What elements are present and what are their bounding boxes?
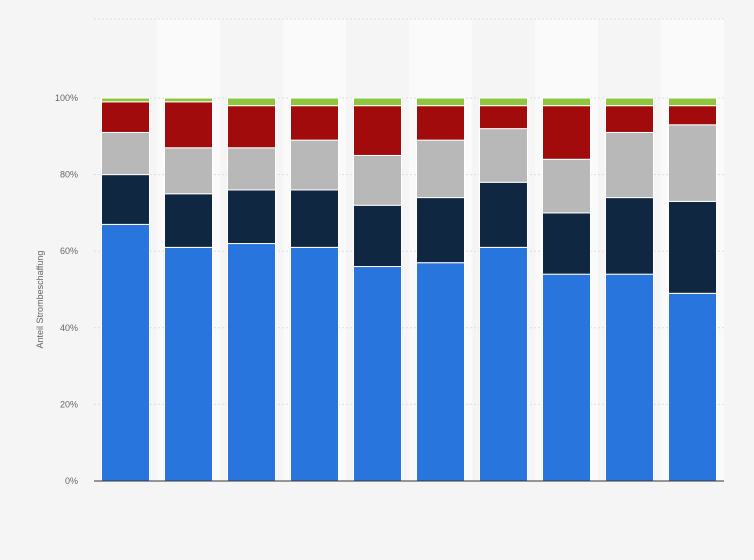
bar-segment-4 — [290, 105, 339, 141]
bar-segment-3 — [605, 131, 654, 199]
y-tick-label: 20% — [60, 399, 78, 409]
bar-segment-4 — [416, 105, 465, 141]
bar-segment-3 — [101, 131, 150, 176]
bar-segment-3 — [542, 158, 591, 214]
bar-segment-4 — [668, 105, 717, 126]
bar-segment-5 — [101, 97, 150, 103]
bar-segment-4 — [479, 105, 528, 130]
bar-segment-4 — [101, 101, 150, 133]
bar-segment-5 — [479, 97, 528, 107]
bar-segment-4 — [353, 105, 402, 156]
y-tick-label: 40% — [60, 323, 78, 333]
bar-segment-3 — [416, 139, 465, 199]
bar-segment-1 — [605, 273, 654, 482]
y-axis-title: Anteil Strombeschaffung — [35, 251, 45, 349]
bar-segment-2 — [164, 193, 213, 248]
y-tick-label: 80% — [60, 170, 78, 180]
bar-segment-4 — [227, 105, 276, 149]
bar-segment-5 — [353, 97, 402, 107]
bar-segment-5 — [290, 97, 339, 107]
bar-segment-3 — [479, 128, 528, 183]
bar-segment-1 — [164, 246, 213, 482]
bar-segment-2 — [416, 197, 465, 264]
bar-segment-2 — [542, 212, 591, 275]
bar-segment-4 — [542, 105, 591, 160]
y-tick-label: 60% — [60, 246, 78, 256]
bar-segment-1 — [290, 246, 339, 482]
y-axis-ticks: 0% 20% 40% 60% 80% 100% — [55, 93, 78, 486]
bar-segment-1 — [353, 266, 402, 482]
bar-segment-5 — [542, 97, 591, 107]
bar-segment-3 — [668, 124, 717, 202]
bar-segment-2 — [227, 189, 276, 245]
bar-segment-1 — [542, 273, 591, 482]
bar-segment-2 — [101, 174, 150, 225]
bar-segment-2 — [605, 197, 654, 275]
bar-segment-2 — [479, 181, 528, 248]
bar-segment-5 — [164, 97, 213, 103]
bar-segment-5 — [605, 97, 654, 107]
bar-segment-1 — [479, 246, 528, 482]
bar-segment-4 — [605, 105, 654, 133]
bar-segment-1 — [227, 243, 276, 482]
bar-segment-1 — [668, 292, 717, 482]
bar-segment-3 — [353, 154, 402, 206]
bar-segment-2 — [290, 189, 339, 248]
bar-segment-4 — [164, 101, 213, 149]
bar-segment-2 — [668, 200, 717, 294]
bar-segment-5 — [227, 97, 276, 107]
bar-segment-3 — [227, 147, 276, 191]
y-tick-label: 100% — [55, 93, 78, 103]
bar-segment-3 — [164, 147, 213, 195]
bar-segment-2 — [353, 204, 402, 268]
bar-segment-1 — [416, 262, 465, 482]
y-tick-label: 0% — [65, 476, 78, 486]
bars — [101, 97, 717, 482]
bar-segment-3 — [290, 139, 339, 191]
bar-segment-5 — [416, 97, 465, 107]
bar-segment-5 — [668, 97, 717, 107]
bar-segment-1 — [101, 223, 150, 482]
